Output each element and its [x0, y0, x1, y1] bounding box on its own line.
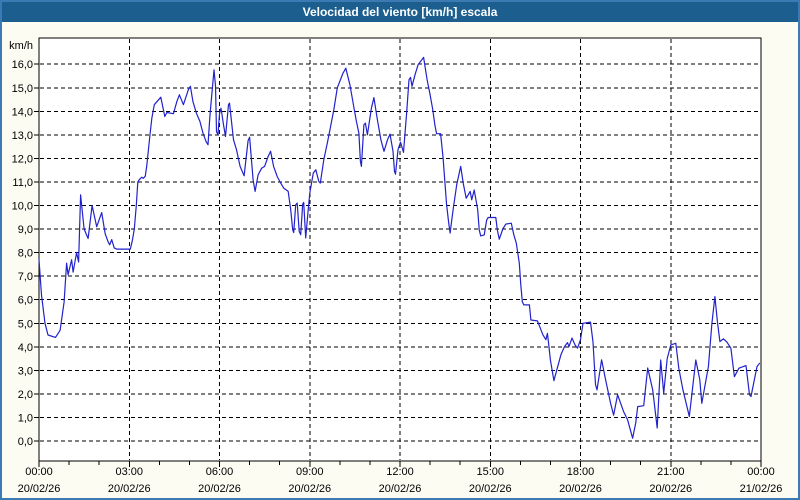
wind-speed-line — [38, 56, 761, 439]
y-tick-label: 14,0 — [12, 106, 33, 118]
x-tick-date-label: 20/02/26 — [288, 483, 331, 495]
y-tick-label: 1,0 — [18, 412, 33, 424]
gridlines — [40, 39, 760, 460]
x-tick-date-label: 20/02/26 — [108, 483, 151, 495]
y-tick-label: 9,0 — [18, 224, 33, 236]
y-tick-label: 10,0 — [12, 201, 33, 213]
y-tick-label: 0,0 — [18, 436, 33, 448]
x-tick-date-label: 20/02/26 — [649, 483, 692, 495]
y-tick-label: 7,0 — [18, 271, 33, 283]
y-tick-label: 2,0 — [18, 389, 33, 401]
y-axis-unit-label: km/h — [9, 40, 33, 52]
x-tick-time-label: 06:00 — [206, 466, 234, 478]
x-tick-date-label: 21/02/26 — [740, 483, 783, 495]
x-tick-time-label: 00:00 — [747, 466, 775, 478]
y-tick-label: 6,0 — [18, 295, 33, 307]
y-tick-label: 5,0 — [18, 318, 33, 330]
x-tick-date-label: 20/02/26 — [18, 483, 61, 495]
x-tick-time-label: 18:00 — [567, 466, 595, 478]
y-tick-label: 11,0 — [12, 177, 33, 189]
y-tick-label: 15,0 — [12, 83, 33, 95]
x-tick-time-label: 00:00 — [25, 466, 53, 478]
x-tick-time-label: 03:00 — [115, 466, 143, 478]
y-tick-label: 4,0 — [18, 342, 33, 354]
y-tick-label: 8,0 — [18, 248, 33, 260]
x-tick-time-label: 21:00 — [657, 466, 685, 478]
axis-labels: 0,0 1,0 2,0 3,0 4,0 5,0 6,0 7,0 8,0 9,0 10,0 11,0 12… — [9, 40, 782, 495]
x-tick-time-label: 09:00 — [296, 466, 324, 478]
x-tick-date-label: 20/02/26 — [198, 483, 241, 495]
y-tick-label: 16,0 — [12, 59, 33, 71]
y-tick-label: 3,0 — [18, 365, 33, 377]
x-tick-date-label: 20/02/26 — [379, 483, 422, 495]
x-tick-date-label: 20/02/26 — [559, 483, 602, 495]
y-tick-label: 12,0 — [12, 153, 33, 165]
title-bar: Velocidad del viento [km/h] escala — [2, 2, 798, 22]
y-tick-label: 13,0 — [12, 130, 33, 142]
x-tick-time-label: 12:00 — [386, 466, 414, 478]
axis-ticks — [34, 63, 762, 467]
window-title: Velocidad del viento [km/h] escala — [302, 5, 498, 19]
x-tick-time-label: 15:00 — [476, 466, 504, 478]
x-tick-date-label: 20/02/26 — [469, 483, 512, 495]
